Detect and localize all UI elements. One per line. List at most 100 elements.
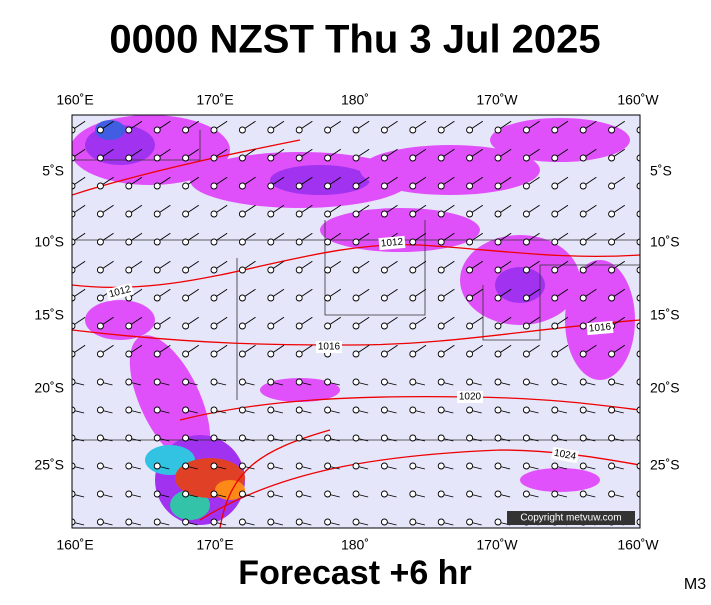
wind-station xyxy=(267,406,275,414)
wind-barb xyxy=(639,157,640,158)
isobar-label-box xyxy=(105,282,135,302)
wind-station xyxy=(125,238,133,246)
wind-station xyxy=(324,378,332,386)
wind-station xyxy=(324,238,332,246)
wind-station xyxy=(295,434,303,442)
wind-station xyxy=(96,294,104,302)
wind-barb xyxy=(639,297,640,298)
wind-station xyxy=(182,406,190,414)
wind-station xyxy=(125,490,133,498)
wind-station xyxy=(466,406,474,414)
wind-station xyxy=(210,210,218,218)
wind-station xyxy=(295,378,303,386)
wind-station xyxy=(437,294,445,302)
isobar-label: 1020 xyxy=(457,391,483,403)
wind-station xyxy=(579,434,587,442)
copyright-box xyxy=(507,511,635,525)
wind-station xyxy=(72,406,76,414)
wind-station xyxy=(409,322,417,330)
wind-station xyxy=(494,154,502,162)
wind-station xyxy=(182,182,190,190)
wind-station xyxy=(352,238,360,246)
wind-station xyxy=(380,518,388,526)
wind-station xyxy=(153,462,161,470)
wind-station xyxy=(352,154,360,162)
wind-station xyxy=(210,126,218,134)
wind-station xyxy=(238,322,246,330)
isobar-value: 1020 xyxy=(459,392,482,403)
wind-station xyxy=(72,490,76,498)
wind-station xyxy=(466,210,474,218)
wind-station xyxy=(96,434,104,442)
wind-station xyxy=(295,126,303,134)
wind-station xyxy=(153,490,161,498)
wind-station xyxy=(409,518,417,526)
map-frame xyxy=(71,114,641,529)
wind-station xyxy=(437,490,445,498)
wind-station xyxy=(125,126,133,134)
wind-station xyxy=(352,126,360,134)
wind-station xyxy=(494,210,502,218)
wind-station xyxy=(153,518,161,526)
wind-station xyxy=(182,154,190,162)
wind-station xyxy=(380,322,388,330)
wind-station xyxy=(96,406,104,414)
wind-station xyxy=(210,350,218,358)
wind-station xyxy=(210,322,218,330)
wind-station xyxy=(238,238,246,246)
wind-station xyxy=(295,462,303,470)
wind-station xyxy=(324,322,332,330)
wind-station xyxy=(551,322,559,330)
wind-station xyxy=(551,378,559,386)
wind-station xyxy=(437,182,445,190)
wind-station xyxy=(153,378,161,386)
wind-station xyxy=(295,238,303,246)
wind-station xyxy=(437,518,445,526)
wind-station xyxy=(324,518,332,526)
wind-station xyxy=(494,350,502,358)
wind-station xyxy=(295,518,303,526)
wind-station xyxy=(125,154,133,162)
wind-station xyxy=(267,350,275,358)
wind-station xyxy=(380,182,388,190)
wind-station xyxy=(153,434,161,442)
wind-stations xyxy=(72,120,640,526)
wind-station xyxy=(352,378,360,386)
wind-barb xyxy=(639,522,640,523)
wind-station xyxy=(380,490,388,498)
wind-station xyxy=(267,490,275,498)
wind-station xyxy=(267,210,275,218)
wind-station xyxy=(267,182,275,190)
wind-station xyxy=(267,518,275,526)
wind-station xyxy=(579,154,587,162)
lat-label-left: 20˚S xyxy=(34,380,64,396)
wind-station xyxy=(437,378,445,386)
wind-barb xyxy=(639,494,640,495)
wind-station xyxy=(182,350,190,358)
wind-station xyxy=(210,490,218,498)
map-code: M3 xyxy=(684,576,706,593)
wind-station xyxy=(608,154,616,162)
wind-station xyxy=(267,322,275,330)
wind-station xyxy=(267,434,275,442)
wind-station xyxy=(324,182,332,190)
wind-station xyxy=(466,182,474,190)
wind-station xyxy=(579,294,587,302)
lat-label-right: 5˚S xyxy=(650,163,672,179)
wind-station xyxy=(96,210,104,218)
wind-station xyxy=(153,350,161,358)
wind-station xyxy=(352,434,360,442)
wind-station xyxy=(295,182,303,190)
wind-station xyxy=(96,182,104,190)
wind-station xyxy=(267,126,275,134)
wind-station xyxy=(437,126,445,134)
wind-station xyxy=(409,406,417,414)
isobar-label: 1012 xyxy=(105,282,135,302)
lon-label-top: 160˚E xyxy=(56,92,93,108)
wind-station xyxy=(182,238,190,246)
wind-station xyxy=(210,378,218,386)
wind-barb xyxy=(639,410,640,411)
wind-station xyxy=(579,350,587,358)
lat-label-right: 20˚S xyxy=(650,380,680,396)
wind-station xyxy=(409,434,417,442)
